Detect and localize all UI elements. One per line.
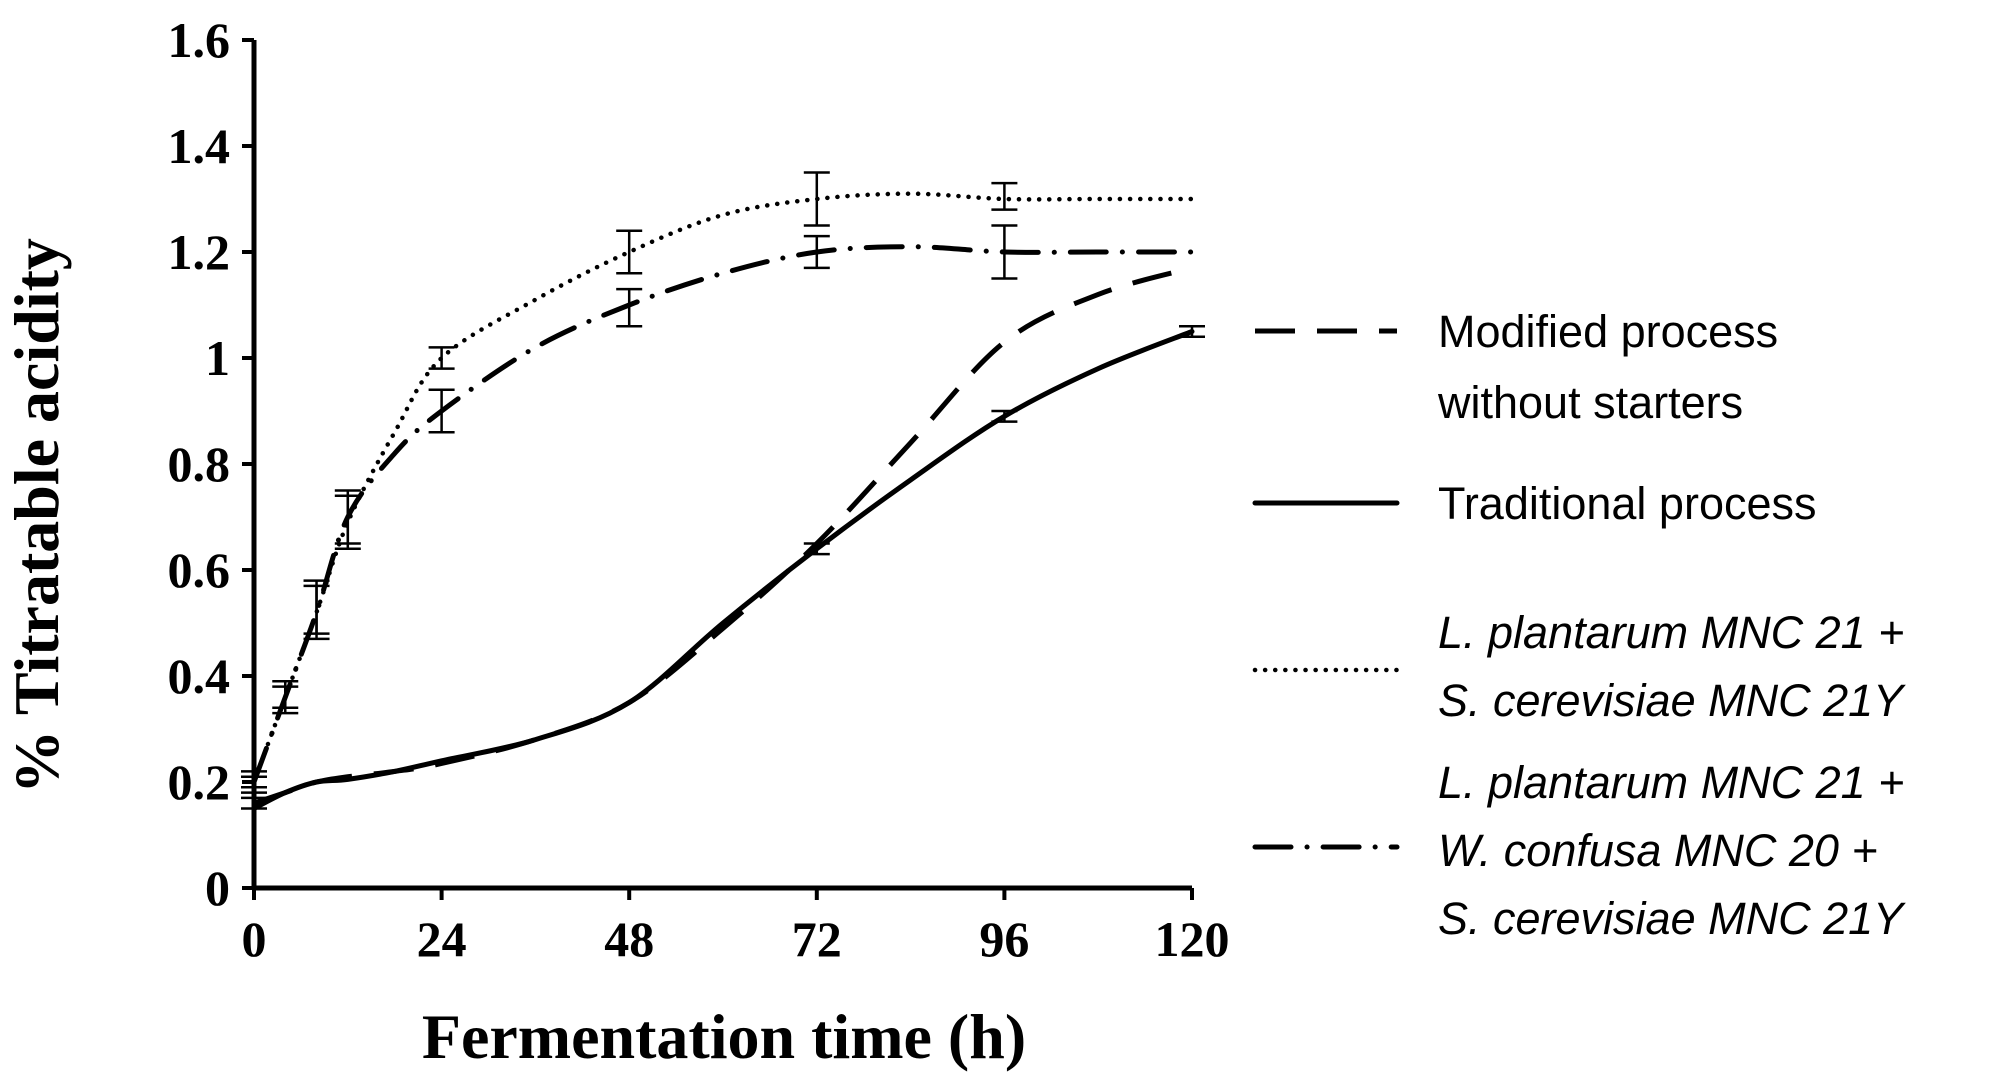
error-bar — [1179, 324, 1205, 339]
x-tick-label: 72 — [792, 911, 842, 967]
error-bar — [303, 584, 330, 641]
x-axis-title: Fermentation time (h) — [422, 1001, 1026, 1072]
legend-entry: Modified process without starters — [1255, 306, 1778, 428]
error-bar — [241, 770, 267, 789]
legend-label: S. cerevisiae MNC 21Y — [1438, 893, 1906, 944]
legend-label: L. plantarum MNC 21 + — [1438, 757, 1904, 808]
legend-label: W. confusa MNC 20 + — [1438, 825, 1878, 876]
legend-label: Modified process — [1438, 306, 1778, 357]
error-bar — [991, 224, 1018, 280]
y-tick-label: 0.4 — [168, 648, 231, 704]
legend-label: L. plantarum MNC 21 + — [1438, 607, 1904, 658]
x-tick-label: 120 — [1155, 911, 1230, 967]
series-line — [251, 244, 1195, 785]
x-tick-label: 0 — [242, 911, 267, 967]
y-tick-label: 0.8 — [168, 436, 231, 492]
y-tick-label: 1.2 — [168, 224, 231, 280]
legend-entry: L. plantarum MNC 21 + S. cerevisiae MNC 2… — [1252, 607, 1906, 726]
error-bar — [428, 388, 455, 434]
x-tick-label: 96 — [979, 911, 1029, 967]
series-dotted — [241, 171, 1195, 789]
error-bar — [428, 346, 455, 370]
series-line — [251, 191, 1195, 785]
x-tick-label: 24 — [417, 911, 467, 967]
legend: Modified process without starters Traditio… — [1252, 306, 1906, 944]
error-bar — [334, 494, 361, 551]
error-bar — [616, 229, 643, 275]
x-tick-label: 48 — [604, 911, 654, 967]
series-line — [253, 265, 1193, 806]
axes: 0 0.2 0.4 0.6 0.8 1 1.2 1.4 1.6 0 24 48 72 96 120 — [168, 12, 1230, 967]
legend-label: without starters — [1437, 377, 1743, 428]
error-bar — [803, 234, 830, 270]
y-tick-label: 1.6 — [168, 12, 231, 68]
y-tick-label: 0.2 — [168, 754, 231, 810]
y-tick-label: 0 — [205, 860, 230, 916]
series-line — [251, 329, 1195, 811]
y-tick-label: 1.4 — [168, 118, 231, 174]
legend-label: S. cerevisiae MNC 21Y — [1438, 675, 1906, 726]
series-layer — [241, 171, 1205, 811]
error-bar — [616, 287, 643, 328]
series-dashed — [253, 265, 1193, 806]
legend-label: Traditional process — [1438, 478, 1817, 529]
error-bar — [803, 171, 830, 227]
legend-entry: Traditional process — [1252, 478, 1817, 529]
series-dash-dot — [241, 224, 1195, 794]
legend-entry: L. plantarum MNC 21 + W. confusa MNC 20 +… — [1252, 757, 1906, 944]
y-tick-label: 0.6 — [168, 542, 231, 598]
series-solid — [241, 324, 1205, 811]
y-tick-label: 1 — [205, 330, 230, 386]
error-bar — [991, 409, 1018, 423]
error-bar — [991, 181, 1018, 211]
error-bar — [272, 680, 299, 715]
y-axis-title: % Titratable acidity — [1, 238, 72, 794]
